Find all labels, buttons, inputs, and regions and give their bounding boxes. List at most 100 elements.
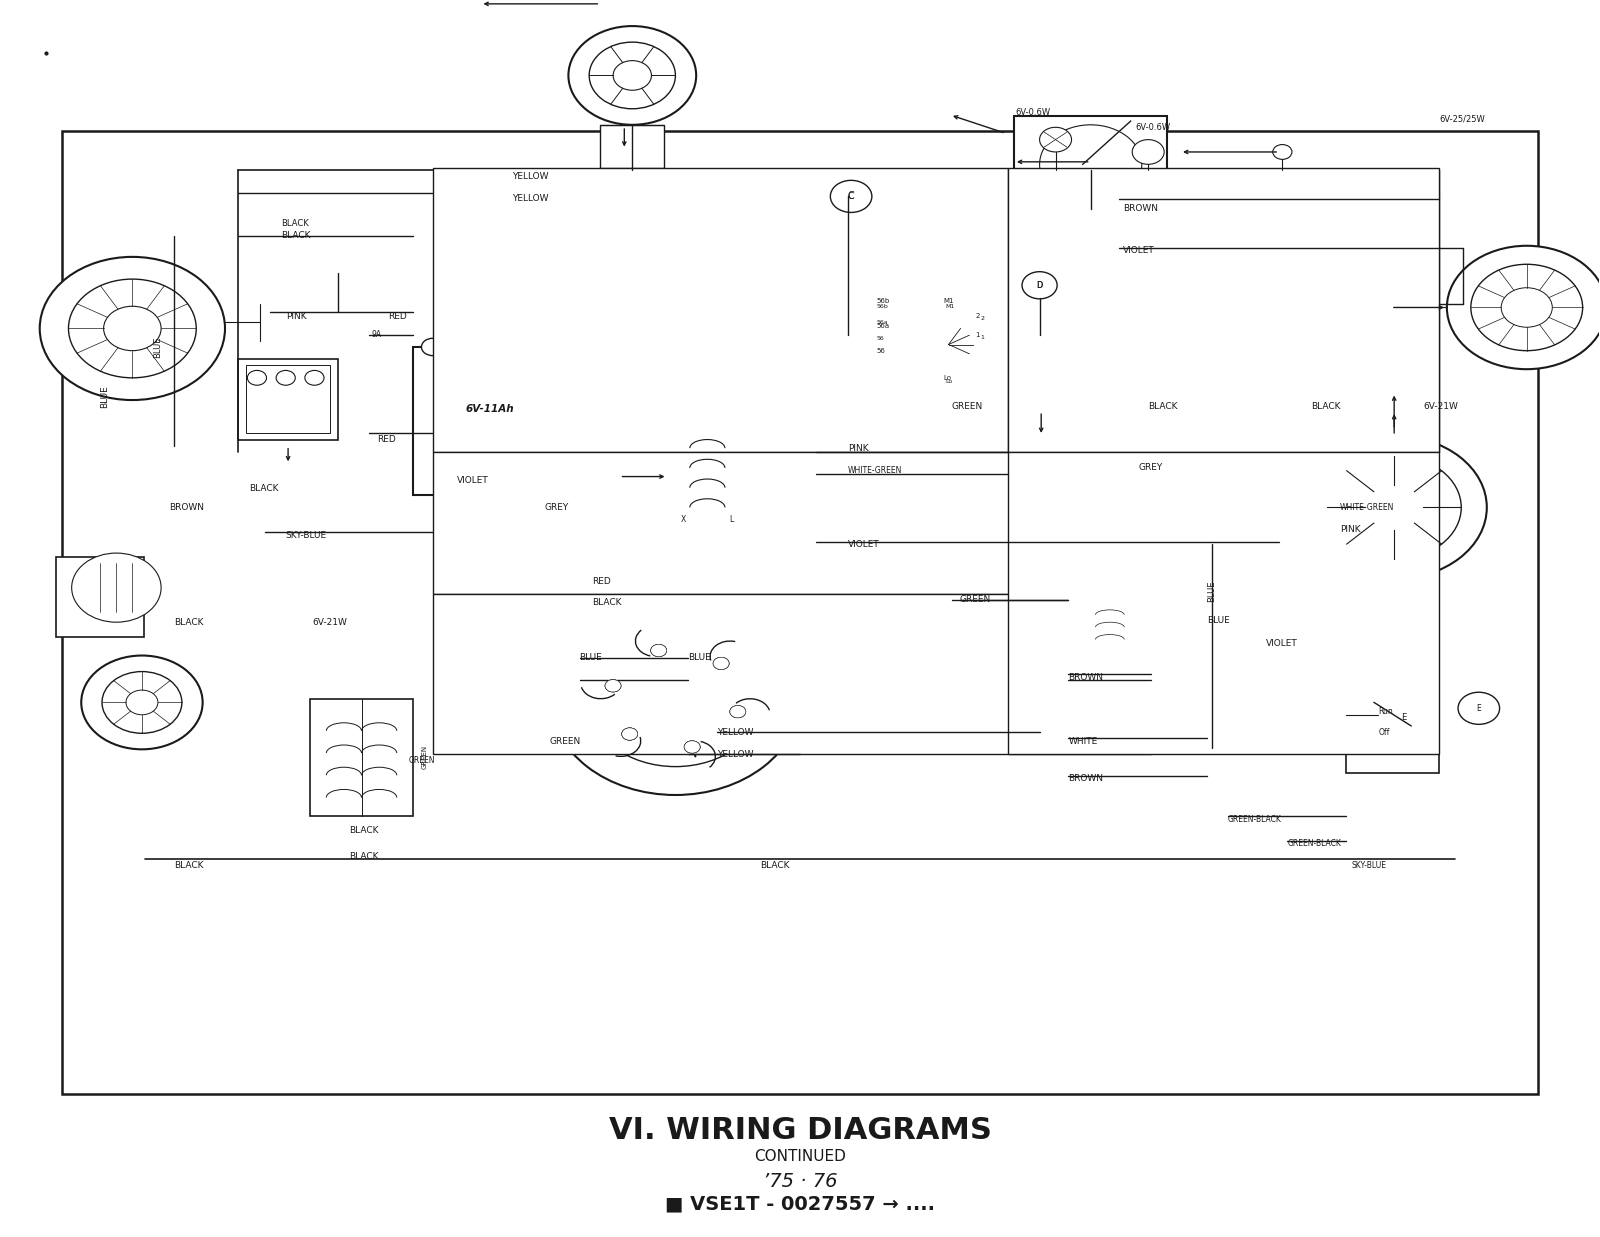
Circle shape xyxy=(920,323,978,366)
Text: BROWN: BROWN xyxy=(1069,774,1104,783)
Text: BLUE: BLUE xyxy=(1208,580,1216,602)
Text: BLACK: BLACK xyxy=(174,617,203,627)
Text: BLACK: BLACK xyxy=(760,861,789,870)
Circle shape xyxy=(685,741,701,753)
Text: 6V-25/25W: 6V-25/25W xyxy=(1438,114,1485,124)
Circle shape xyxy=(605,679,621,691)
Text: GREEN-BLACK: GREEN-BLACK xyxy=(1229,815,1282,824)
Text: X: X xyxy=(680,516,686,524)
Text: BLACK: BLACK xyxy=(282,231,310,240)
Text: PINK: PINK xyxy=(1339,526,1360,534)
Text: BLUE: BLUE xyxy=(101,385,109,408)
Bar xyxy=(437,455,541,482)
Text: BLACK: BLACK xyxy=(1149,402,1178,411)
Bar xyxy=(246,365,331,433)
Circle shape xyxy=(1272,145,1291,160)
Circle shape xyxy=(685,741,701,753)
Text: 56a: 56a xyxy=(877,320,888,325)
Bar xyxy=(432,452,1152,594)
Text: GREEN: GREEN xyxy=(408,756,435,764)
Text: SKY-BLUE: SKY-BLUE xyxy=(1350,861,1386,870)
Text: VIOLET: VIOLET xyxy=(1123,246,1154,255)
Text: YELLOW: YELLOW xyxy=(512,194,549,203)
Text: BLACK: BLACK xyxy=(250,485,278,494)
Text: BROWN: BROWN xyxy=(1123,204,1158,213)
Circle shape xyxy=(568,26,696,125)
Text: BLACK: BLACK xyxy=(1310,402,1341,411)
Text: VIOLET: VIOLET xyxy=(456,476,488,485)
Text: 56b: 56b xyxy=(877,304,888,309)
Text: WHITE: WHITE xyxy=(1069,737,1098,746)
Text: D: D xyxy=(1037,281,1043,289)
Bar xyxy=(1014,116,1168,188)
Text: YELLOW: YELLOW xyxy=(717,727,754,736)
Bar xyxy=(432,168,1008,452)
Circle shape xyxy=(1082,586,1139,631)
Circle shape xyxy=(605,679,621,691)
Text: C: C xyxy=(848,192,854,202)
Text: BLACK: BLACK xyxy=(349,852,379,861)
Text: 2: 2 xyxy=(981,317,984,322)
Text: VIOLET: VIOLET xyxy=(1266,638,1298,648)
Text: BLACK: BLACK xyxy=(592,597,622,607)
Circle shape xyxy=(1358,715,1371,725)
Bar xyxy=(310,699,413,816)
Text: WHITE-GREEN: WHITE-GREEN xyxy=(848,466,902,475)
Circle shape xyxy=(421,339,443,355)
Circle shape xyxy=(517,339,539,355)
Text: VI. WIRING DIAGRAMS: VI. WIRING DIAGRAMS xyxy=(608,1116,992,1145)
Circle shape xyxy=(613,61,651,90)
Circle shape xyxy=(685,741,701,753)
Circle shape xyxy=(622,727,638,740)
Text: Lo: Lo xyxy=(946,379,952,383)
Text: Lo: Lo xyxy=(944,375,952,381)
Bar xyxy=(56,557,144,637)
Circle shape xyxy=(1358,735,1371,745)
Text: BLUE: BLUE xyxy=(1208,616,1230,626)
Text: 56: 56 xyxy=(877,336,885,341)
Text: GREEN: GREEN xyxy=(952,402,982,411)
Circle shape xyxy=(1446,246,1600,369)
Circle shape xyxy=(102,672,182,734)
Text: PINK: PINK xyxy=(848,444,869,453)
Bar xyxy=(1069,571,1152,658)
Circle shape xyxy=(622,727,638,740)
Text: BLACK: BLACK xyxy=(349,826,379,835)
Text: PINK: PINK xyxy=(286,312,306,320)
Circle shape xyxy=(453,339,475,355)
Text: BLUE: BLUE xyxy=(688,653,710,663)
Text: WHITE-GREEN: WHITE-GREEN xyxy=(1339,503,1394,512)
Text: 6V-21W: 6V-21W xyxy=(314,617,347,627)
Circle shape xyxy=(1358,691,1371,701)
Circle shape xyxy=(730,705,746,717)
Circle shape xyxy=(901,308,997,381)
Text: BROWN: BROWN xyxy=(1069,673,1104,683)
Text: BLUE: BLUE xyxy=(579,653,602,663)
Text: C: C xyxy=(848,192,854,200)
Text: BLUE: BLUE xyxy=(154,336,163,357)
Text: VIOLET: VIOLET xyxy=(848,539,880,549)
Text: M1: M1 xyxy=(944,298,954,304)
Circle shape xyxy=(69,280,197,377)
Bar xyxy=(675,427,739,526)
Circle shape xyxy=(1458,693,1499,725)
Circle shape xyxy=(1326,455,1461,559)
Circle shape xyxy=(1470,265,1582,350)
Text: E: E xyxy=(1477,704,1482,713)
Bar xyxy=(238,359,339,439)
Circle shape xyxy=(730,705,746,717)
Circle shape xyxy=(485,339,507,355)
Circle shape xyxy=(306,370,325,385)
Circle shape xyxy=(589,42,675,109)
Circle shape xyxy=(248,370,267,385)
Circle shape xyxy=(651,644,667,657)
Bar xyxy=(1008,452,1438,755)
Text: RED: RED xyxy=(387,312,406,320)
Bar xyxy=(1346,656,1438,773)
Circle shape xyxy=(714,657,730,669)
Circle shape xyxy=(730,705,746,717)
Text: RED: RED xyxy=(376,435,395,444)
Text: ■ VSE1T - 0027557 → ....: ■ VSE1T - 0027557 → .... xyxy=(666,1194,934,1213)
Text: RED: RED xyxy=(592,576,611,586)
Circle shape xyxy=(1301,435,1486,579)
